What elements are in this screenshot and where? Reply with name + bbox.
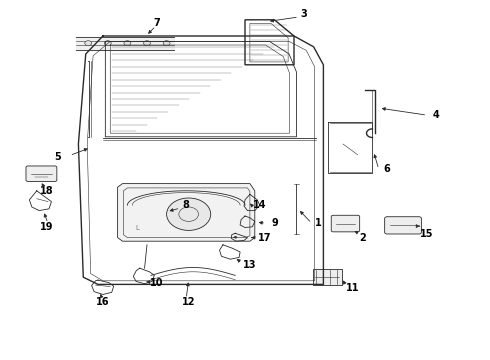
Text: 4: 4 (433, 110, 440, 120)
Text: 13: 13 (243, 260, 257, 270)
Circle shape (167, 198, 211, 230)
Text: L: L (135, 225, 139, 231)
Text: 5: 5 (54, 152, 61, 162)
Circle shape (85, 41, 92, 46)
Text: 3: 3 (300, 9, 307, 19)
Text: 11: 11 (346, 283, 360, 293)
Text: 14: 14 (253, 200, 267, 210)
Text: 18: 18 (40, 186, 53, 196)
Text: 12: 12 (182, 297, 196, 307)
Text: 19: 19 (40, 222, 53, 232)
FancyBboxPatch shape (26, 166, 57, 181)
Text: 6: 6 (384, 164, 391, 174)
Text: 17: 17 (258, 233, 271, 243)
Text: 2: 2 (359, 233, 366, 243)
Text: 1: 1 (315, 218, 322, 228)
Text: 8: 8 (183, 200, 190, 210)
FancyBboxPatch shape (385, 217, 421, 234)
Text: 10: 10 (150, 278, 164, 288)
Circle shape (144, 41, 150, 46)
Text: 7: 7 (153, 18, 160, 28)
FancyBboxPatch shape (313, 269, 342, 285)
FancyBboxPatch shape (331, 215, 360, 232)
Circle shape (163, 41, 170, 46)
Text: 9: 9 (271, 218, 278, 228)
Text: 15: 15 (419, 229, 433, 239)
Circle shape (104, 41, 111, 46)
Circle shape (124, 41, 131, 46)
Text: 16: 16 (96, 297, 110, 307)
Polygon shape (118, 184, 255, 241)
